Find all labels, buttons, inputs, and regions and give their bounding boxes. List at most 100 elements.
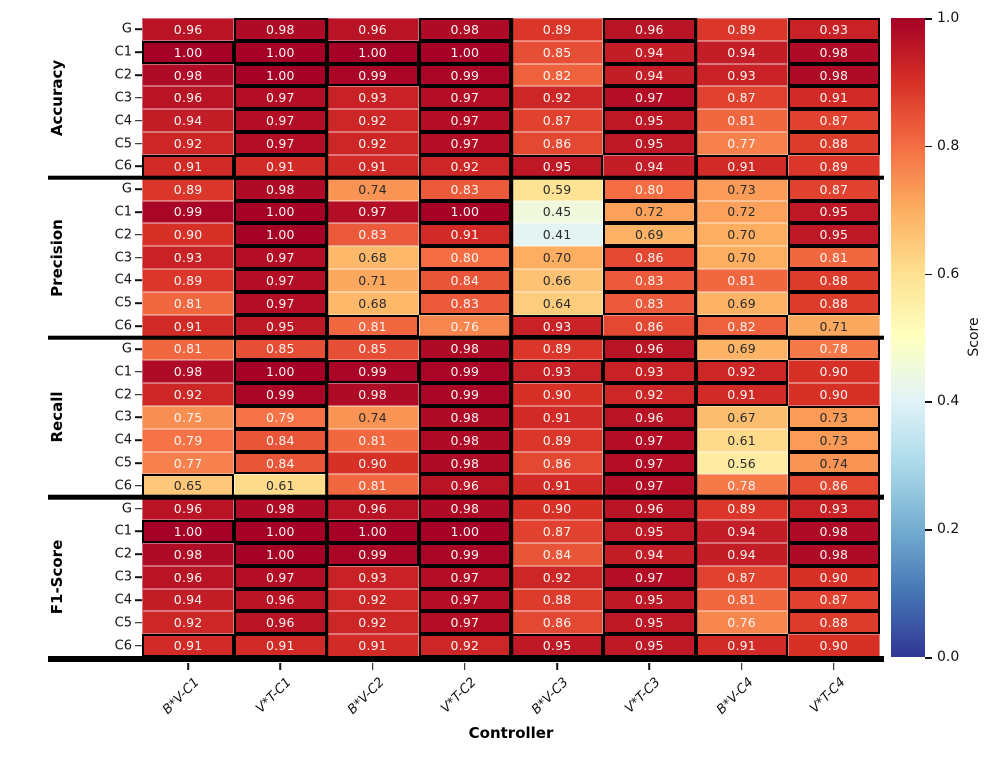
cell-value: 0.98	[819, 546, 849, 562]
cell-value: 1.00	[173, 523, 203, 539]
heatmap-cell: 0.97	[418, 109, 511, 133]
heatmap-cell: 0.92	[326, 132, 419, 155]
cell-value: 0.67	[727, 409, 756, 425]
cell-value: 0.65	[173, 478, 203, 494]
heatmap-cell: 0.96	[326, 497, 419, 521]
heatmap-cell: 0.95	[511, 634, 604, 657]
column-tick	[371, 663, 374, 670]
cell-value: 0.99	[450, 546, 480, 562]
heatmap-cell: 0.98	[326, 383, 419, 406]
cell-value: 0.92	[450, 158, 480, 174]
cell-value: 0.89	[542, 432, 572, 448]
cell-value: 0.96	[450, 478, 480, 494]
cell-value: 0.97	[266, 272, 295, 288]
heatmap-cell: 0.87	[787, 109, 880, 133]
cell-value: 1.00	[358, 44, 387, 60]
cell-value: 0.98	[819, 523, 849, 539]
heatmap-cell: 0.86	[511, 451, 604, 475]
heatmap-cell: 0.96	[142, 565, 235, 589]
cell-value: 0.97	[266, 569, 295, 585]
heatmap-cell: 1.00	[234, 63, 327, 87]
cell-value: 0.61	[266, 478, 295, 494]
cell-value: 0.93	[635, 364, 664, 380]
heatmap-cell: 0.81	[142, 337, 235, 361]
heatmap-cell: 0.88	[787, 132, 880, 155]
cell-value: 0.93	[819, 501, 849, 517]
row-label: C6	[114, 318, 132, 334]
column-tick	[556, 663, 558, 670]
heatmap-cell: 0.94	[142, 109, 235, 133]
heatmap-cell: 0.87	[511, 109, 604, 133]
heatmap-cell: 0.97	[234, 269, 327, 292]
cell-value: 0.86	[542, 136, 572, 151]
heatmap-cell: 0.89	[142, 177, 235, 201]
cell-value: 0.91	[173, 638, 203, 654]
row-label: C3	[114, 409, 132, 425]
column-label: V*T-C1	[253, 675, 295, 717]
row-label: G	[121, 341, 132, 357]
heatmap-cell: 0.73	[787, 405, 880, 429]
heatmap-cell: 0.68	[326, 291, 419, 315]
heatmap-cell: 0.91	[234, 154, 327, 178]
cell-value: 0.74	[358, 181, 387, 197]
cell-value: 0.93	[173, 250, 203, 266]
cell-value: 0.95	[266, 318, 295, 334]
cell-value: 0.95	[635, 523, 664, 539]
heatmap-cell: 0.81	[326, 428, 419, 452]
cell-value: 0.95	[635, 113, 664, 129]
cell-value: 0.95	[542, 638, 572, 654]
heatmap-cell: 0.95	[603, 132, 696, 155]
heatmap-cell: 0.95	[511, 154, 604, 178]
heatmap-cell: 0.86	[511, 611, 604, 635]
cell-value: 0.91	[542, 409, 572, 425]
heatmap-cell: 0.86	[787, 474, 880, 498]
row-label: G	[121, 21, 132, 37]
cell-value: 0.90	[542, 501, 572, 517]
heatmap-cell: 0.93	[511, 360, 604, 384]
cell-value: 0.76	[450, 318, 480, 334]
row-label: C6	[114, 638, 132, 654]
heatmap-cell: 0.77	[695, 132, 788, 155]
heatmap-cell: 0.92	[326, 588, 419, 612]
cell-value: 0.98	[450, 501, 480, 517]
cell-value: 0.95	[635, 615, 664, 631]
cell-value: 0.96	[173, 90, 203, 106]
heatmap-cell: 0.81	[695, 588, 788, 612]
row-tick	[135, 302, 142, 305]
cell-value: 0.78	[819, 341, 849, 357]
heatmap-cell: 0.64	[511, 291, 604, 315]
cell-value: 0.68	[358, 295, 387, 311]
cell-value: 1.00	[450, 523, 480, 539]
cell-value: 0.90	[542, 387, 572, 403]
heatmap-cell: 0.69	[695, 291, 788, 315]
heatmap-cell: 0.83	[603, 291, 696, 315]
heatmap-cell: 0.91	[418, 223, 511, 247]
cell-value: 0.83	[635, 272, 664, 288]
cell-value: 0.84	[450, 272, 480, 288]
row-tick	[135, 553, 142, 556]
heatmap-cell: 0.77	[142, 451, 235, 475]
row-tick	[135, 370, 142, 373]
cell-value: 0.96	[173, 501, 203, 517]
cell-value: 0.97	[358, 204, 387, 220]
cell-value: 0.84	[542, 546, 572, 562]
cell-value: 0.92	[358, 113, 387, 129]
metric-group-separator	[48, 494, 884, 500]
cell-value: 0.89	[173, 272, 203, 288]
cell-value: 0.97	[450, 136, 480, 151]
cell-value: 0.98	[819, 44, 849, 60]
row-tick	[135, 348, 142, 350]
colorbar-gradient	[891, 18, 925, 657]
cell-value: 0.91	[173, 158, 203, 174]
heatmap-cell: 0.96	[234, 611, 327, 635]
cell-value: 0.78	[727, 478, 756, 494]
row-tick	[135, 576, 142, 578]
heatmap-cell: 0.99	[326, 542, 419, 566]
bottom-axis-line	[48, 656, 884, 662]
heatmap-cell: 0.99	[418, 542, 511, 566]
cell-value: 0.87	[727, 569, 756, 585]
heatmap-cell: 0.61	[695, 428, 788, 452]
heatmap-cell: 0.99	[142, 200, 235, 224]
heatmap-cell: 0.83	[326, 223, 419, 247]
cell-value: 0.92	[542, 569, 572, 585]
